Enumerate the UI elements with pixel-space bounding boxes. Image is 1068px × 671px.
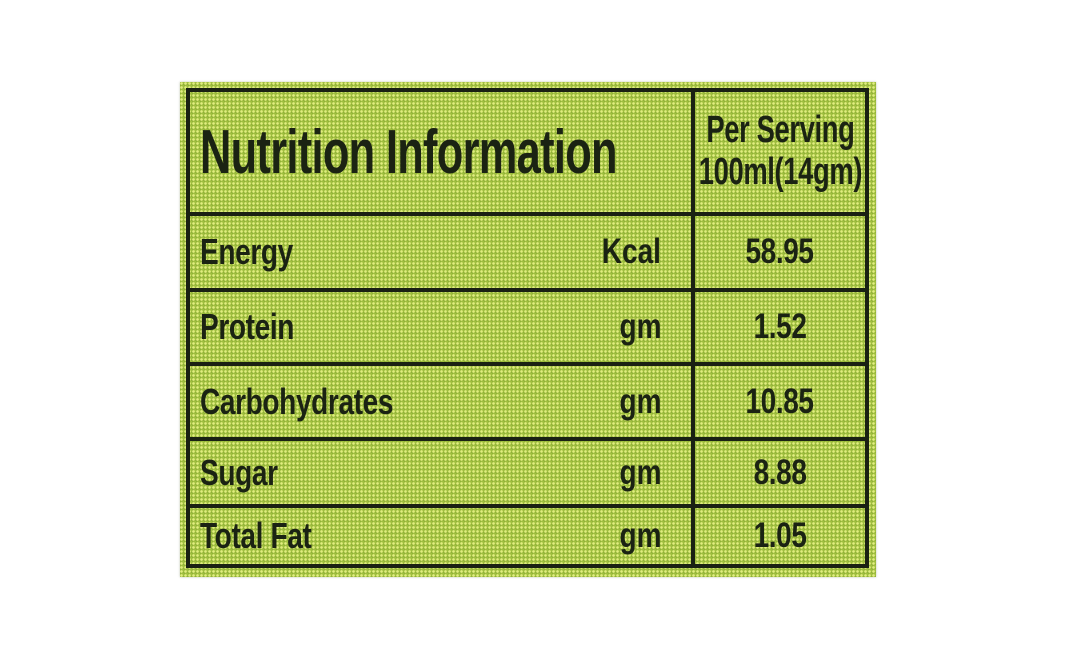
table-row-sugar: Sugar gm 8.88 [190, 441, 865, 508]
nutrient-value: 10.85 [745, 381, 815, 421]
protein-value-cell: 1.52 [691, 292, 865, 362]
nutrition-table: Nutrition Information Per Serving 100ml(… [186, 88, 869, 568]
nutrient-name: Carbohydrates [200, 380, 394, 422]
nutrient-name: Sugar [200, 451, 278, 493]
table-row-protein: Protein gm 1.52 [190, 292, 865, 366]
table-header-row: Nutrition Information Per Serving 100ml(… [190, 92, 865, 216]
carbohydrates-name-cell: Carbohydrates gm [190, 366, 691, 437]
nutrient-name: Energy [200, 231, 293, 272]
nutrient-unit: gm [619, 516, 661, 555]
nutrient-name: Total Fat [200, 515, 312, 556]
nutrient-unit: Kcal [601, 232, 661, 271]
per-serving-line2: 100ml(14gm) [698, 151, 862, 193]
header-title-cell: Nutrition Information [190, 92, 691, 212]
table-row-total-fat: Total Fat gm 1.05 [190, 508, 865, 564]
nutrient-unit: gm [619, 307, 661, 346]
nutrition-label-panel: Nutrition Information Per Serving 100ml(… [180, 82, 876, 577]
nutrient-value: 1.05 [753, 516, 807, 555]
total-fat-name-cell: Total Fat gm [190, 508, 691, 564]
protein-name-cell: Protein gm [190, 292, 691, 362]
per-serving-label: Per Serving 100ml(14gm) [698, 109, 862, 194]
nutrient-value: 58.95 [745, 232, 815, 271]
nutrient-unit: gm [619, 452, 661, 492]
sugar-name-cell: Sugar gm [190, 441, 691, 504]
nutrient-unit: gm [619, 381, 661, 421]
sugar-value-cell: 8.88 [691, 441, 865, 504]
nutrient-value: 1.52 [753, 307, 807, 346]
nutrient-name: Protein [200, 306, 295, 347]
per-serving-line1: Per Serving [705, 109, 855, 152]
energy-name-cell: Energy Kcal [190, 216, 691, 288]
header-per-serving-cell: Per Serving 100ml(14gm) [691, 92, 865, 212]
energy-value-cell: 58.95 [691, 216, 865, 288]
total-fat-value-cell: 1.05 [691, 508, 865, 564]
table-row-carbohydrates: Carbohydrates gm 10.85 [190, 366, 865, 441]
table-row-energy: Energy Kcal 58.95 [190, 216, 865, 292]
table-title: Nutrition Information [200, 117, 618, 187]
nutrient-value: 8.88 [753, 452, 807, 492]
carbohydrates-value-cell: 10.85 [691, 366, 865, 437]
